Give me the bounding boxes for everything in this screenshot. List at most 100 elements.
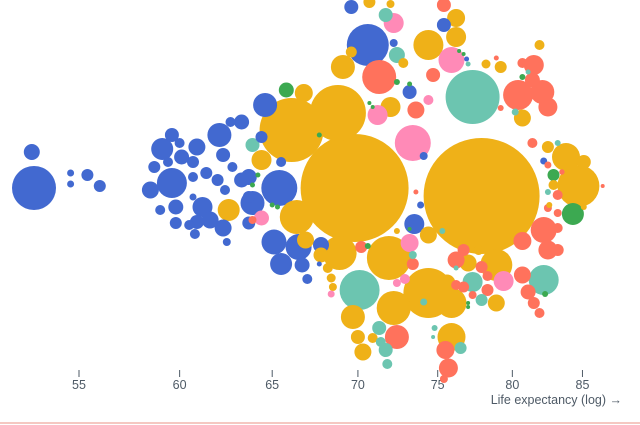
data-point-salmon bbox=[482, 271, 493, 281]
data-point-pink bbox=[394, 125, 431, 161]
data-point-salmon bbox=[527, 138, 538, 148]
data-point-green bbox=[364, 243, 371, 249]
data-point-blue bbox=[93, 180, 106, 192]
data-point-teal bbox=[245, 138, 260, 152]
data-point-salmon bbox=[438, 358, 458, 378]
data-point-salmon bbox=[538, 240, 558, 260]
data-point-blue bbox=[207, 123, 232, 147]
data-point-blue bbox=[276, 157, 287, 167]
data-point-gold bbox=[481, 59, 491, 69]
data-point-blue bbox=[220, 185, 230, 195]
x-tick-label: 85 bbox=[576, 378, 590, 392]
data-point-blue bbox=[168, 199, 184, 215]
data-point-teal bbox=[372, 321, 387, 335]
data-point-green bbox=[278, 82, 294, 98]
data-point-blue bbox=[214, 219, 232, 237]
data-point-teal bbox=[511, 108, 519, 116]
data-point-green bbox=[561, 203, 584, 225]
data-point-gold bbox=[330, 55, 355, 79]
data-point-gold bbox=[367, 333, 378, 343]
data-point-blue bbox=[222, 238, 231, 246]
data-point-salmon bbox=[524, 72, 540, 88]
data-point-blue bbox=[316, 261, 322, 267]
data-point-blue bbox=[261, 170, 298, 206]
data-point-gold bbox=[447, 9, 466, 27]
data-point-gold bbox=[294, 84, 313, 102]
data-point-salmon bbox=[439, 375, 448, 383]
data-point-gold bbox=[363, 0, 376, 8]
data-point-gold bbox=[541, 141, 554, 153]
data-point-salmon bbox=[520, 284, 536, 300]
data-point-teal bbox=[431, 325, 438, 331]
data-point-gold bbox=[423, 138, 540, 254]
data-point-blue bbox=[211, 174, 224, 186]
data-point-salmon bbox=[544, 161, 552, 169]
data-point-pink bbox=[327, 290, 335, 298]
data-point-blue bbox=[261, 229, 287, 255]
data-point-blue bbox=[164, 128, 179, 142]
data-point-gold bbox=[251, 150, 272, 170]
data-point-blue bbox=[227, 162, 238, 172]
data-point-teal bbox=[454, 342, 467, 354]
data-point-gold bbox=[328, 283, 337, 291]
data-point-teal bbox=[420, 298, 428, 306]
data-point-gold bbox=[413, 30, 444, 60]
data-point-teal bbox=[445, 70, 500, 124]
data-point-salmon bbox=[248, 216, 257, 224]
data-point-blue bbox=[189, 193, 197, 201]
data-point-blue bbox=[389, 39, 398, 47]
data-point-blue bbox=[344, 0, 359, 14]
data-point-gold bbox=[217, 199, 240, 221]
data-point-salmon bbox=[451, 280, 462, 290]
data-point-green bbox=[250, 182, 255, 188]
data-point-gold bbox=[494, 61, 507, 73]
data-point-salmon bbox=[447, 251, 465, 269]
data-point-teal bbox=[431, 335, 436, 339]
dots-layer bbox=[12, 0, 605, 383]
data-point-green bbox=[407, 81, 413, 87]
data-point-pink bbox=[392, 279, 401, 287]
data-point-salmon bbox=[551, 244, 564, 256]
data-point-blue bbox=[169, 217, 182, 229]
data-point-gold bbox=[322, 236, 357, 270]
data-point-gold bbox=[576, 155, 591, 169]
data-point-blue bbox=[155, 205, 166, 215]
data-point-salmon bbox=[552, 223, 563, 233]
data-point-salmon bbox=[407, 101, 425, 119]
data-point-pink bbox=[423, 95, 434, 105]
data-point-gold bbox=[259, 98, 324, 162]
data-point-salmon bbox=[384, 325, 409, 349]
x-tick-label: 55 bbox=[72, 378, 86, 392]
data-point-blue bbox=[188, 172, 198, 182]
data-point-blue bbox=[174, 149, 190, 165]
data-point-gold bbox=[350, 330, 365, 344]
data-point-pink bbox=[438, 47, 465, 73]
data-point-gold bbox=[322, 263, 333, 273]
data-point-blue bbox=[255, 131, 268, 143]
data-point-blue bbox=[201, 211, 219, 229]
data-point-salmon bbox=[538, 97, 558, 117]
data-point-salmon bbox=[475, 261, 488, 273]
x-tick-label: 65 bbox=[265, 378, 279, 392]
data-point-teal bbox=[554, 140, 561, 146]
data-point-salmon bbox=[534, 308, 545, 318]
data-point-salmon bbox=[530, 217, 557, 243]
data-point-pink bbox=[399, 274, 410, 284]
data-point-teal bbox=[382, 359, 393, 369]
data-point-gold bbox=[313, 247, 329, 263]
data-point-teal bbox=[475, 294, 488, 306]
data-point-blue bbox=[234, 114, 250, 130]
data-point-blue bbox=[417, 201, 425, 209]
data-point-blue bbox=[184, 220, 195, 230]
data-point-gold bbox=[552, 143, 580, 171]
data-point-pink bbox=[400, 234, 419, 252]
data-point-blue bbox=[464, 56, 470, 62]
data-point-blue bbox=[151, 138, 174, 160]
x-tick-label: 60 bbox=[173, 378, 187, 392]
data-point-pink bbox=[367, 105, 388, 125]
data-point-blue bbox=[346, 24, 389, 66]
data-point-salmon bbox=[436, 0, 451, 12]
data-point-gold bbox=[398, 58, 409, 68]
data-point-green bbox=[367, 101, 372, 105]
